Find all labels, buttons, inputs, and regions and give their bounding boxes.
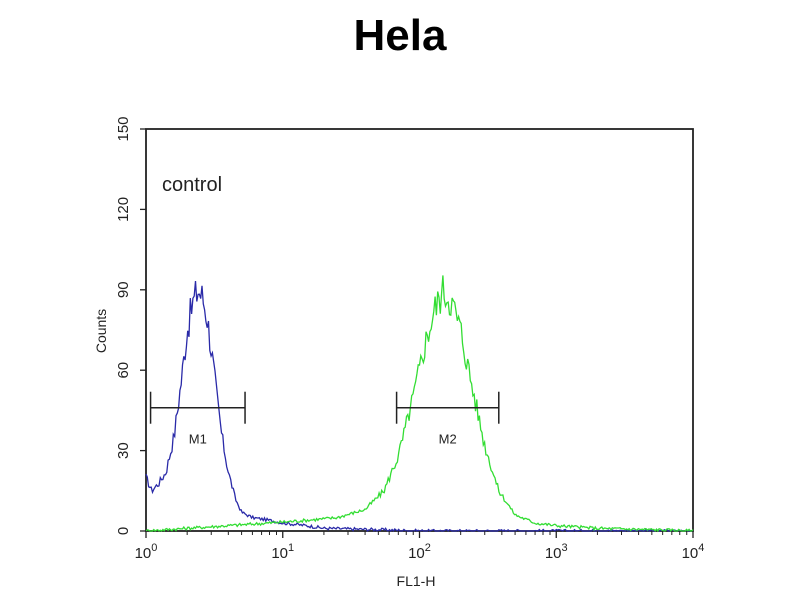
marker-m2: M2 bbox=[395, 391, 500, 447]
y-axis-label: Counts bbox=[93, 309, 109, 353]
marker-layer: M1 M2 bbox=[149, 391, 500, 447]
x-tick-label: 104 bbox=[682, 542, 705, 562]
series-2-line bbox=[145, 275, 694, 533]
x-tick-label: 101 bbox=[271, 542, 294, 562]
marker-m1: M1 bbox=[149, 391, 246, 447]
y-tick-label: 120 bbox=[115, 197, 132, 222]
y-tick-label: 0 bbox=[115, 527, 132, 535]
y-tick-label: 150 bbox=[115, 116, 132, 141]
y-tick-label: 30 bbox=[115, 442, 132, 459]
series-layer bbox=[145, 275, 694, 533]
x-tick-label: 100 bbox=[135, 542, 158, 562]
control-annotation: control bbox=[162, 174, 222, 196]
x-tick-label: 102 bbox=[408, 542, 431, 562]
x-tick-label: 103 bbox=[545, 542, 568, 562]
y-tick-label: 60 bbox=[115, 362, 132, 379]
series-1-line bbox=[145, 281, 693, 532]
tick-layer: 0 30 60 90 120 150 100 101 102 103 104 bbox=[115, 116, 704, 562]
marker-label: M1 bbox=[189, 432, 207, 447]
marker-label: M2 bbox=[439, 432, 457, 447]
chart-title: Hela bbox=[354, 11, 447, 60]
y-tick-label: 90 bbox=[115, 281, 132, 298]
x-axis-label: FL1-H bbox=[397, 573, 436, 589]
